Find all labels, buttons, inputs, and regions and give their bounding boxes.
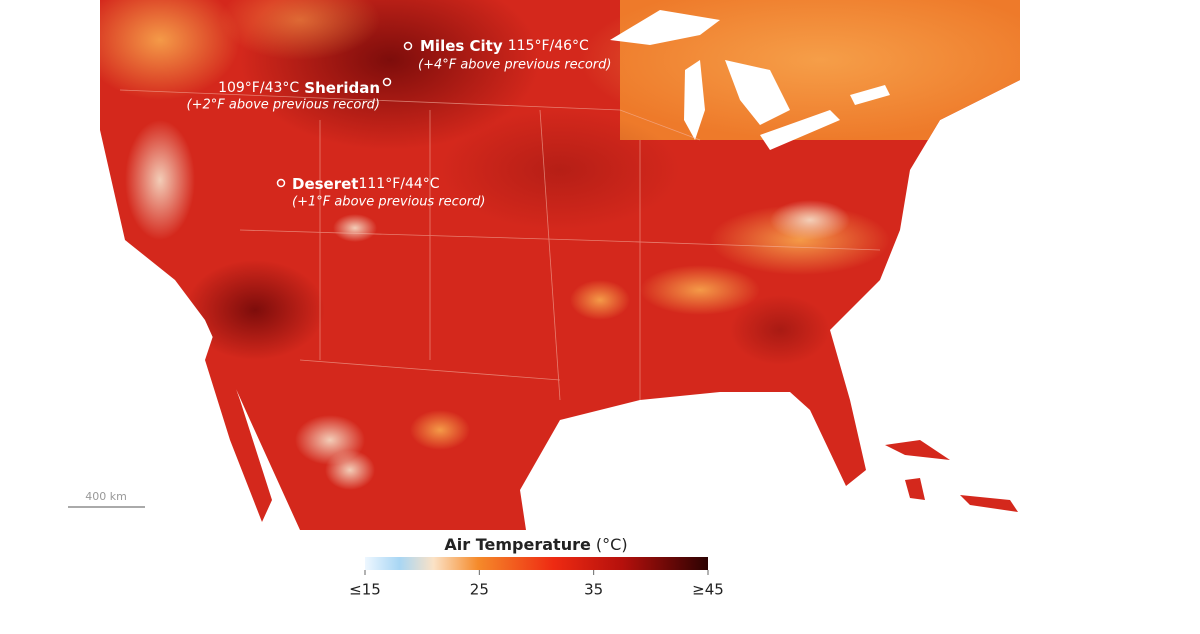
city-name: Miles City: [420, 37, 503, 55]
colorbar-tick-label: 35: [584, 581, 603, 599]
colorbar: [365, 557, 708, 570]
legend-unit: (°C): [596, 535, 628, 554]
annotation-sheridan: 109°F/43°C Sheridan (+2°F above previous…: [187, 77, 392, 113]
islands: [885, 440, 1018, 512]
city-name: Sheridan: [304, 79, 380, 97]
colorbar-tick-label: ≤15: [349, 581, 381, 599]
borders: [119, 89, 881, 401]
legend-title-text: Air Temperature: [444, 535, 591, 554]
legend-title: Air Temperature (°C): [444, 535, 627, 554]
colorbar-legend: Air Temperature (°C) ≤15 25 35 ≥45: [349, 535, 724, 599]
city-label: Miles City 115°F/46°C: [420, 36, 589, 55]
annotation-miles-city: Miles City 115°F/46°C (+4°F above previo…: [403, 36, 611, 73]
city-marker: [403, 41, 413, 51]
land: [100, 0, 1020, 530]
city-label: Deseret111°F/44°C: [292, 175, 440, 193]
record-note: (+4°F above previous record): [418, 58, 611, 73]
city-reading: 115°F/46°C: [508, 38, 589, 54]
city-name: Deseret: [292, 175, 358, 193]
city-label: 109°F/43°C Sheridan: [218, 78, 380, 97]
colorbar-tick-label: ≥45: [692, 581, 724, 599]
city-marker: [382, 77, 392, 87]
city-reading: 109°F/43°C: [218, 80, 299, 96]
record-note: (+1°F above previous record): [292, 195, 485, 210]
record-note: (+2°F above previous record): [187, 98, 380, 113]
colorbar-tick-label: 25: [470, 581, 489, 599]
city-reading: 111°F/44°C: [358, 176, 439, 192]
lakes: [610, 10, 890, 150]
city-marker: [276, 178, 286, 188]
scale-bar: 400 km: [68, 490, 145, 508]
scale-label: 400 km: [85, 490, 127, 503]
annotation-deseret: Deseret111°F/44°C (+1°F above previous r…: [276, 175, 485, 210]
